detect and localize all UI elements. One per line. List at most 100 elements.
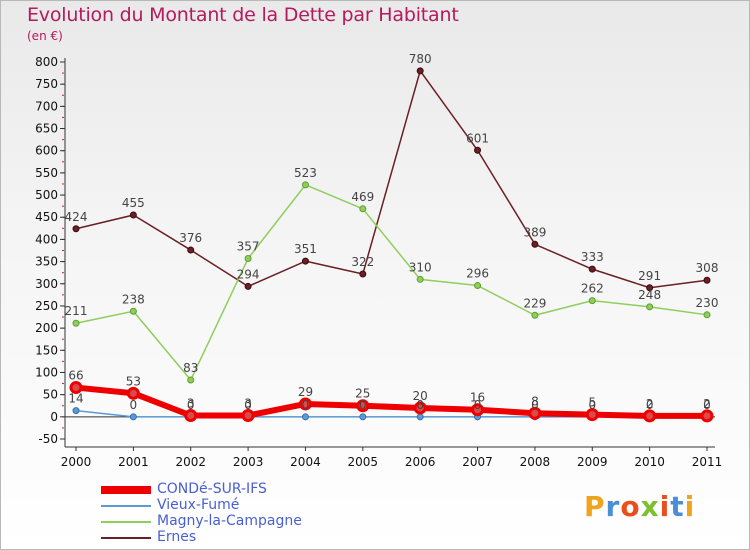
y-tick-label: 400 <box>35 232 58 246</box>
logo-letter: r <box>605 490 621 523</box>
data-label-vieux-fum-: 0 <box>588 398 596 412</box>
data-label-cond-sur-ifs: 20 <box>413 389 428 403</box>
data-label-cond-sur-ifs: 29 <box>298 385 313 399</box>
data-point-cond-sur-ifs <box>184 408 198 422</box>
data-point-magny-la-campagne <box>646 303 654 311</box>
y-tick-label: 800 <box>35 55 58 69</box>
data-label-magny-la-campagne: 310 <box>409 260 432 274</box>
logo-letter: i <box>659 490 671 523</box>
legend-swatch <box>101 536 151 539</box>
data-label-cond-sur-ifs: 3 <box>187 396 195 410</box>
x-tick-label: 2003 <box>233 455 264 469</box>
legend-label: CONDé-SUR-IFS <box>157 481 267 497</box>
data-point-cond-sur-ifs <box>528 406 542 420</box>
data-point-ernes <box>531 240 539 248</box>
y-tick-label: 200 <box>35 321 58 335</box>
legend-label: Magny-la-Campagne <box>157 513 302 529</box>
x-tick-label: 2010 <box>634 455 665 469</box>
proxiti-logo: Proxiti <box>584 490 695 523</box>
x-tick-label: 2001 <box>118 455 149 469</box>
data-label-magny-la-campagne: 248 <box>638 288 661 302</box>
data-label-vieux-fum-: 0 <box>703 398 711 412</box>
x-tick-label: 2004 <box>290 455 321 469</box>
data-point-magny-la-campagne <box>474 282 482 290</box>
data-label-magny-la-campagne: 357 <box>237 239 260 253</box>
data-point-cond-sur-ifs <box>241 408 255 422</box>
data-point-ernes <box>703 276 711 284</box>
y-tick-label: 350 <box>35 255 58 269</box>
data-label-cond-sur-ifs: 25 <box>355 387 370 401</box>
chart-unit: (en €) <box>27 29 63 43</box>
data-label-cond-sur-ifs: 8 <box>531 394 539 408</box>
y-tick-label: 0 <box>50 410 58 424</box>
series-line-ernes <box>75 70 708 289</box>
data-point-ernes <box>416 67 424 75</box>
y-tick-label: 500 <box>35 188 58 202</box>
data-label-vieux-fum-: 0 <box>187 398 195 412</box>
data-label-vieux-fum-: 14 <box>68 392 83 406</box>
data-label-vieux-fum-: 0 <box>359 398 367 412</box>
data-label-cond-sur-ifs: 5 <box>588 396 596 410</box>
x-tick-label: 2008 <box>520 455 551 469</box>
y-tick-label: 650 <box>35 122 58 136</box>
legend-swatch <box>101 504 151 507</box>
y-tick-label: -50 <box>38 432 58 446</box>
data-point-cond-sur-ifs <box>585 408 599 422</box>
data-label-ernes: 322 <box>351 255 374 269</box>
series-line-cond-sur-ifs <box>75 384 707 419</box>
data-point-vieux-fum- <box>129 413 137 421</box>
data-point-magny-la-campagne <box>416 275 424 283</box>
data-point-magny-la-campagne <box>72 319 80 327</box>
data-point-ernes <box>474 146 482 154</box>
x-tick-label: 2002 <box>175 455 206 469</box>
legend-item: Vieux-Fumé <box>101 498 239 513</box>
data-label-magny-la-campagne: 230 <box>696 296 719 310</box>
data-label-ernes: 333 <box>581 250 604 264</box>
data-label-ernes: 455 <box>122 196 145 210</box>
data-label-magny-la-campagne: 238 <box>122 292 145 306</box>
data-label-vieux-fum-: 0 <box>302 398 310 412</box>
data-label-vieux-fum-: 0 <box>416 398 424 412</box>
x-tick-label: 2005 <box>348 455 379 469</box>
logo-letter: P <box>584 490 606 523</box>
data-point-magny-la-campagne <box>531 311 539 319</box>
data-point-magny-la-campagne <box>244 254 252 262</box>
data-point-ernes <box>187 246 195 254</box>
data-point-cond-sur-ifs <box>700 409 714 423</box>
data-point-ernes <box>72 225 80 233</box>
legend-swatch <box>101 485 151 494</box>
data-point-magny-la-campagne <box>359 205 367 213</box>
y-tick-label: 100 <box>35 365 58 379</box>
data-label-magny-la-campagne: 469 <box>351 190 374 204</box>
data-label-ernes: 376 <box>179 231 202 245</box>
y-tick-label: 700 <box>35 99 58 113</box>
data-point-ernes <box>244 282 252 290</box>
legend-item: Ernes <box>101 530 196 545</box>
data-point-magny-la-campagne <box>703 311 711 319</box>
data-label-vieux-fum-: 0 <box>130 398 138 412</box>
y-tick-label: 250 <box>35 299 58 313</box>
data-label-ernes: 780 <box>409 52 432 66</box>
data-point-cond-sur-ifs <box>643 409 657 423</box>
data-point-ernes <box>588 265 596 273</box>
chart-title: Evolution du Montant de la Dette par Hab… <box>27 4 459 26</box>
data-label-vieux-fum-: 0 <box>531 398 539 412</box>
data-label-cond-sur-ifs: 53 <box>126 374 141 388</box>
logo-letter: t <box>670 490 685 523</box>
x-tick-label: 2006 <box>405 455 436 469</box>
data-label-ernes: 389 <box>523 225 546 239</box>
data-label-magny-la-campagne: 262 <box>581 282 604 296</box>
data-label-vieux-fum-: 0 <box>646 398 654 412</box>
data-label-vieux-fum-: 0 <box>244 398 252 412</box>
data-label-cond-sur-ifs: 3 <box>244 396 252 410</box>
data-point-cond-sur-ifs <box>356 399 370 413</box>
data-label-cond-sur-ifs: 2 <box>646 397 654 411</box>
data-label-magny-la-campagne: 296 <box>466 267 489 281</box>
data-point-cond-sur-ifs <box>298 397 312 411</box>
data-label-magny-la-campagne: 523 <box>294 166 317 180</box>
y-tick-label: 750 <box>35 77 58 91</box>
y-tick-label: 600 <box>35 144 58 158</box>
legend-label: Vieux-Fumé <box>157 497 240 513</box>
